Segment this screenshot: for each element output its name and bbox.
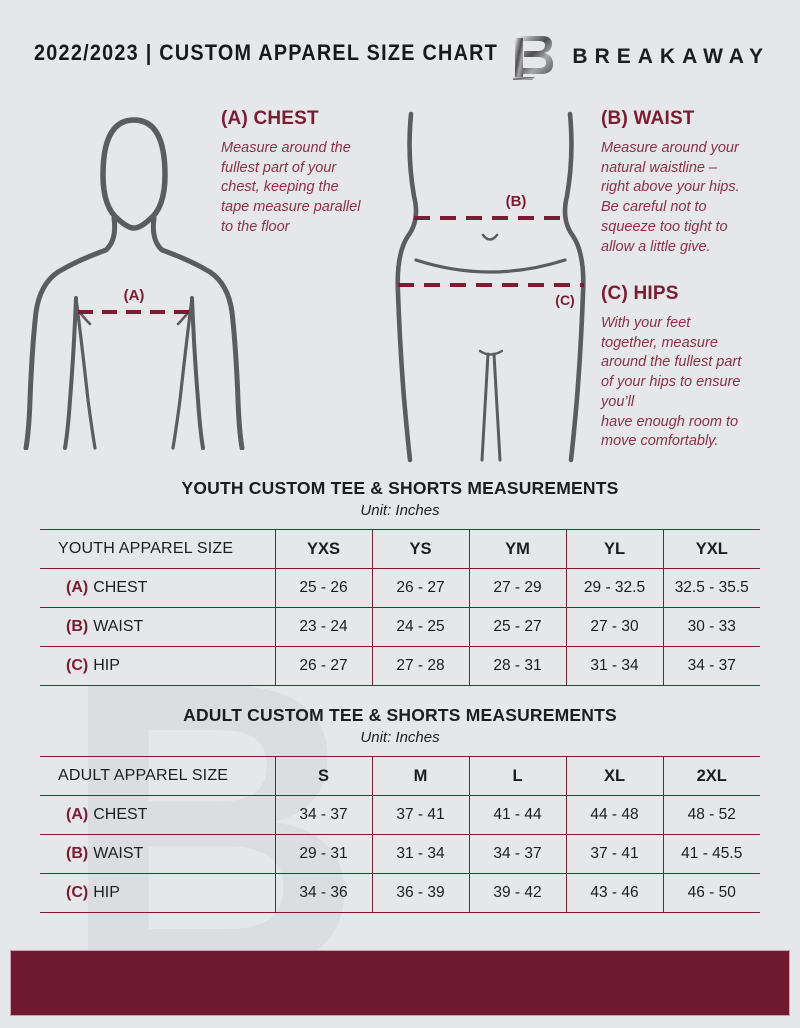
- adult-row-0-label: (A) CHEST: [40, 795, 275, 835]
- youth-cell-2-1: 27 - 28: [371, 646, 469, 686]
- callout-hips: (C) HIPS With your feet together, measur…: [601, 283, 781, 452]
- adult-cell-2-4: 46 - 50: [662, 873, 760, 913]
- youth-cell-1-2: 25 - 27: [468, 607, 566, 647]
- adult-header-size-2: L: [468, 756, 566, 796]
- table-row: (A) CHEST 34 - 37 37 - 41 41 - 44 44 - 48…: [40, 795, 760, 835]
- adult-cell-2-0: 34 - 36: [274, 873, 372, 913]
- table-row: (A) CHEST 25 - 26 26 - 27 27 - 29 29 - 32…: [40, 568, 760, 608]
- adult-table-unit: Unit: Inches: [360, 729, 440, 746]
- hips-diagram-icon: (B) (C): [395, 111, 586, 463]
- adult-row-2-name: HIP: [93, 884, 120, 901]
- youth-header-size-4: YXL: [662, 529, 760, 569]
- adult-row-0-name: CHEST: [93, 806, 148, 823]
- youth-cell-1-0: 23 - 24: [274, 607, 372, 647]
- callout-chest: (A) CHEST Measure around the fullest par…: [221, 108, 401, 238]
- adult-cell-1-1: 31 - 34: [371, 834, 469, 874]
- adult-cell-1-2: 34 - 37: [468, 834, 566, 874]
- lower-body-silhouette: (B) (C): [378, 108, 603, 468]
- adult-row-1-mark: (B): [66, 845, 89, 862]
- adult-cell-0-3: 44 - 48: [565, 795, 663, 835]
- adult-cell-1-0: 29 - 31: [274, 834, 372, 874]
- youth-row-2-label: (C) HIP: [40, 646, 275, 686]
- waist-marker-label: (B): [506, 193, 527, 210]
- youth-row-1-name: WAIST: [93, 618, 144, 635]
- youth-row-0-label: (A) CHEST: [40, 568, 275, 608]
- callout-hips-title: (C) HIPS: [601, 283, 679, 304]
- adult-cell-1-3: 37 - 41: [565, 834, 663, 874]
- youth-cell-2-2: 28 - 31: [468, 646, 566, 686]
- youth-cell-0-1: 26 - 27: [371, 568, 469, 608]
- table-row: (B) WAIST 29 - 31 31 - 34 34 - 37 37 - 41…: [40, 834, 760, 874]
- brand-lockup: BREAKAWAY: [512, 34, 770, 80]
- youth-cell-0-4: 32.5 - 35.5: [662, 568, 760, 608]
- table-row: (B) WAIST 23 - 24 24 - 25 25 - 27 27 - 30…: [40, 607, 760, 647]
- adult-size-table: ADULT APPAREL SIZE S M L XL 2XL (A) CHEST…: [40, 756, 760, 913]
- footer-bar: [10, 950, 790, 1016]
- youth-cell-0-2: 27 - 29: [468, 568, 566, 608]
- upper-body-silhouette: (A): [18, 100, 248, 455]
- youth-cell-0-3: 29 - 32.5: [565, 568, 663, 608]
- youth-cell-0-0: 25 - 26: [274, 568, 372, 608]
- youth-measurements-block: YOUTH CUSTOM TEE & SHORTS MEASUREMENTS U…: [40, 478, 760, 686]
- brand-name: BREAKAWAY: [572, 45, 770, 68]
- torso-diagram-icon: (A): [23, 117, 245, 451]
- adult-row-2-mark: (C): [66, 884, 89, 901]
- youth-header-label: YOUTH APPAREL SIZE: [40, 529, 275, 569]
- youth-table-title: YOUTH CUSTOM TEE & SHORTS MEASUREMENTS: [181, 478, 619, 498]
- adult-header-size-1: M: [371, 756, 469, 796]
- youth-row-1-label: (B) WAIST: [40, 607, 275, 647]
- youth-row-0-mark: (A): [66, 579, 89, 596]
- youth-row-2-name: HIP: [93, 657, 120, 674]
- adult-header-size-0: S: [274, 756, 372, 796]
- youth-header-size-0: YXS: [274, 529, 372, 569]
- callout-waist-title: (B) WAIST: [601, 108, 695, 129]
- youth-size-table: YOUTH APPAREL SIZE YXS YS YM YL YXL (A) C…: [40, 529, 760, 686]
- adult-row-1-name: WAIST: [93, 845, 144, 862]
- youth-cell-2-4: 34 - 37: [662, 646, 760, 686]
- youth-cell-1-3: 27 - 30: [565, 607, 663, 647]
- callout-hips-body: With your feet together, measure around …: [601, 315, 742, 450]
- adult-row-0-mark: (A): [66, 806, 89, 823]
- callout-waist: (B) WAIST Measure around your natural wa…: [601, 108, 781, 257]
- youth-table-unit: Unit: Inches: [360, 502, 440, 519]
- adult-cell-0-1: 37 - 41: [371, 795, 469, 835]
- adult-row-2-label: (C) HIP: [40, 873, 275, 913]
- adult-cell-1-4: 41 - 45.5: [662, 834, 760, 874]
- adult-header-size-4: 2XL: [662, 756, 760, 796]
- adult-header-label: ADULT APPAREL SIZE: [40, 756, 275, 796]
- table-row: (C) HIP 34 - 36 36 - 39 39 - 42 43 - 46 4…: [40, 873, 760, 913]
- youth-row-1-mark: (B): [66, 618, 89, 635]
- adult-cell-2-3: 43 - 46: [565, 873, 663, 913]
- youth-cell-2-3: 31 - 34: [565, 646, 663, 686]
- youth-cell-2-0: 26 - 27: [274, 646, 372, 686]
- chest-marker-label: (A): [124, 287, 145, 304]
- adult-header-size-3: XL: [565, 756, 663, 796]
- page-header: 2022/2023 | CUSTOM APPAREL SIZE CHART BR…: [0, 36, 800, 80]
- adult-row-1-label: (B) WAIST: [40, 834, 275, 874]
- youth-cell-1-4: 30 - 33: [662, 607, 760, 647]
- adult-table-header-row: ADULT APPAREL SIZE S M L XL 2XL: [40, 756, 760, 796]
- youth-row-0-name: CHEST: [93, 579, 148, 596]
- callout-waist-body: Measure around your natural waistline – …: [601, 140, 740, 255]
- table-row: (C) HIP 26 - 27 27 - 28 28 - 31 31 - 34 3…: [40, 646, 760, 686]
- adult-cell-0-4: 48 - 52: [662, 795, 760, 835]
- adult-cell-0-2: 41 - 44: [468, 795, 566, 835]
- youth-table-header-row: YOUTH APPAREL SIZE YXS YS YM YL YXL: [40, 529, 760, 569]
- youth-header-size-3: YL: [565, 529, 663, 569]
- youth-cell-1-1: 24 - 25: [371, 607, 469, 647]
- breakaway-b-monogram-icon: [513, 36, 554, 80]
- adult-measurements-block: ADULT CUSTOM TEE & SHORTS MEASUREMENTS U…: [40, 705, 760, 913]
- adult-cell-2-2: 39 - 42: [468, 873, 566, 913]
- youth-row-2-mark: (C): [66, 657, 89, 674]
- youth-header-size-2: YM: [468, 529, 566, 569]
- youth-header-size-1: YS: [371, 529, 469, 569]
- callout-chest-body: Measure around the fullest part of your …: [221, 140, 361, 235]
- adult-cell-0-0: 34 - 37: [274, 795, 372, 835]
- adult-table-title: ADULT CUSTOM TEE & SHORTS MEASUREMENTS: [183, 705, 617, 725]
- hips-marker-label: (C): [555, 292, 574, 308]
- callout-chest-title: (A) CHEST: [221, 108, 319, 129]
- page-title: 2022/2023 | CUSTOM APPAREL SIZE CHART: [34, 40, 499, 65]
- adult-cell-2-1: 36 - 39: [371, 873, 469, 913]
